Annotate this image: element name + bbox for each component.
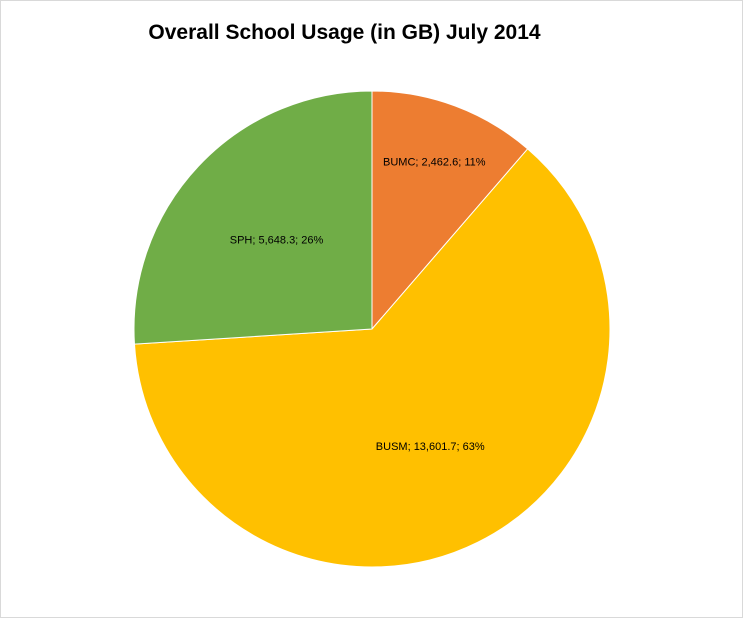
- pie-labels: BUMC; 2,462.6; 11% BUSM; 13,601.7; 63% SPH…: [230, 157, 486, 454]
- pie-slice-sph: [133, 90, 373, 345]
- pie-slices: [133, 90, 611, 568]
- pie-slice-busm: [133, 148, 611, 568]
- slice-label-busm: BUSM; 13,601.7; 63%: [376, 441, 485, 453]
- slice-label-bumc: BUMC; 2,462.6; 11%: [383, 157, 486, 169]
- chart-title: Overall School Usage (in GB) July 2014: [148, 21, 541, 44]
- pie-slice-bumc: [371, 90, 529, 331]
- slice-label-sph: SPH; 5,648.3; 26%: [230, 234, 324, 246]
